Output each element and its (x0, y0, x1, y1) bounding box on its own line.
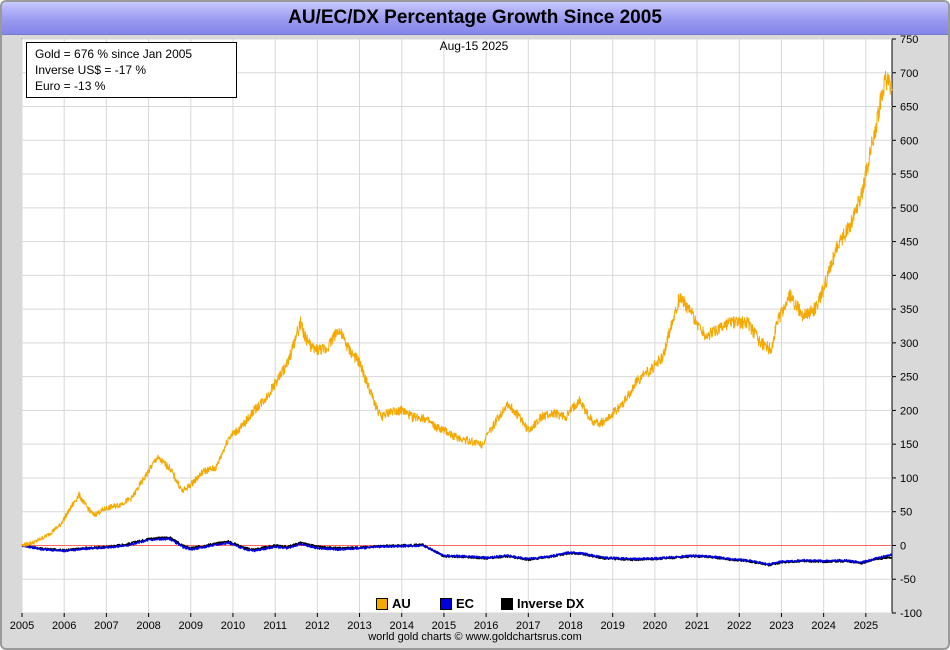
au-swatch (376, 597, 388, 610)
series-key-ec: EC (440, 596, 474, 611)
x-tick-label: 2021 (685, 620, 709, 632)
inverse-dx-swatch (501, 597, 513, 610)
x-tick-label: 2025 (854, 620, 878, 632)
y-tick-label: 500 (900, 203, 918, 215)
x-tick-label: 2023 (769, 620, 793, 632)
x-tick-label: 2017 (516, 620, 540, 632)
y-tick-label: 0 (900, 540, 906, 552)
x-tick-label: 2022 (727, 620, 751, 632)
series-key-inverse-dx: Inverse DX (501, 596, 584, 611)
series-key-ec-label: EC (456, 596, 475, 611)
y-tick-label: 100 (900, 473, 918, 485)
x-tick-label: 2012 (305, 620, 329, 632)
y-tick-label: -50 (900, 574, 916, 586)
plot-area (21, 38, 893, 614)
x-tick-label: 2006 (52, 620, 76, 632)
series-line-au (21, 70, 893, 548)
x-tick-label: 2005 (10, 620, 34, 632)
y-tick-label: 700 (900, 68, 918, 80)
x-tick-label: 2014 (389, 620, 413, 632)
y-tick-label: 200 (900, 405, 918, 417)
date-label: Aug-15 2025 (439, 39, 509, 53)
y-tick-label: 600 (900, 135, 918, 147)
y-tick-label: 300 (900, 338, 918, 350)
y-tick-label: 650 (900, 102, 918, 114)
x-tick-label: 2010 (221, 620, 245, 632)
y-tick-label: 450 (900, 237, 918, 249)
y-tick-label: 550 (900, 169, 918, 181)
x-tick-label: 2020 (643, 620, 667, 632)
y-tick-label: -100 (900, 608, 922, 620)
series-line-ec (21, 537, 893, 566)
legend-euro-text: Euro = -13 % (35, 79, 106, 93)
x-tick-label: 2009 (179, 620, 203, 632)
series-key-au-label: AU (392, 596, 411, 611)
x-tick-label: 2015 (432, 620, 456, 632)
y-tick-label: 400 (900, 270, 918, 282)
x-tick-label: 2008 (136, 620, 160, 632)
series-key-au: AU (376, 596, 411, 611)
x-tick-label: 2007 (94, 620, 118, 632)
chart-title: AU/EC/DX Percentage Growth Since 2005 (2, 2, 948, 35)
y-tick-label: 50 (900, 507, 912, 519)
x-tick-label: 2016 (474, 620, 498, 632)
x-tick-label: 2019 (600, 620, 624, 632)
x-tick-label: 2024 (811, 620, 835, 632)
x-tick-label: 2013 (347, 620, 371, 632)
y-tick-label: 150 (900, 439, 918, 451)
ec-swatch (440, 597, 452, 610)
x-tick-label: 2018 (558, 620, 582, 632)
y-tick-label: 350 (900, 304, 918, 316)
series-key-inverse-dx-label: Inverse DX (517, 596, 585, 611)
y-tick-label: 750 (900, 34, 918, 46)
legend-box: Gold = 676 % since Jan 2005 Inverse US$ … (26, 42, 237, 98)
legend-inverse-usd-text: Inverse US$ = -17 % (35, 63, 147, 77)
x-tick-label: 2011 (263, 620, 287, 632)
footer-credit: world gold charts © www.goldchartsrus.co… (368, 631, 582, 643)
y-tick-label: 250 (900, 372, 918, 384)
legend-gold-text: Gold = 676 % since Jan 2005 (35, 47, 193, 61)
